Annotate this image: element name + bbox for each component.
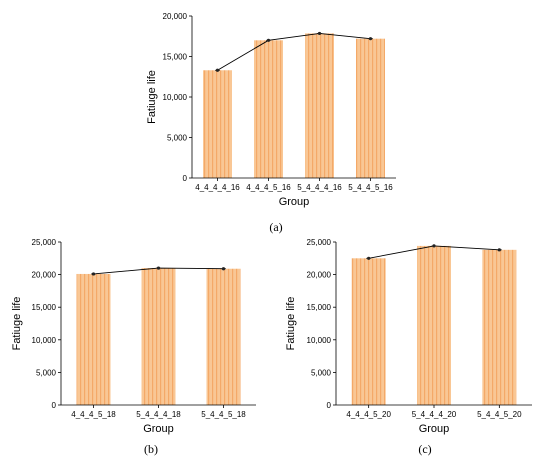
y-tick-label: 0 bbox=[183, 174, 188, 183]
bar bbox=[417, 245, 451, 405]
x-axis-title: Group bbox=[419, 423, 450, 435]
x-tick-label: 4_4_4_4_16 bbox=[195, 183, 240, 192]
y-tick-label: 10,000 bbox=[163, 93, 188, 102]
x-axis-title: Group bbox=[279, 196, 310, 208]
x-axis-title: Group bbox=[143, 423, 174, 435]
y-tick-label: 25,000 bbox=[307, 238, 332, 247]
bar bbox=[203, 70, 232, 178]
y-axis-title: Fatiuge life bbox=[11, 297, 23, 351]
y-axis-title: Fatiuge life bbox=[285, 297, 297, 351]
series-line bbox=[217, 32, 371, 71]
y-tick-label: 15,000 bbox=[32, 303, 57, 312]
y-tick-label: 10,000 bbox=[32, 336, 57, 345]
bar bbox=[141, 268, 176, 405]
y-tick-label: 10,000 bbox=[307, 336, 332, 345]
bar bbox=[351, 258, 386, 405]
y-tick-label: 20,000 bbox=[163, 12, 188, 21]
panel-label: (c) bbox=[418, 442, 431, 456]
x-tick-label: 5_4_4_4_18 bbox=[136, 410, 181, 419]
y-tick-label: 15,000 bbox=[163, 53, 188, 62]
y-tick-label: 5,000 bbox=[167, 134, 188, 143]
bar bbox=[206, 268, 241, 405]
chart-a: 0 5,000 10,000 15,000 20,000 4_4_4_4_16 4_4_4_… bbox=[146, 12, 396, 234]
y-tick-label: 20,000 bbox=[307, 271, 332, 280]
y-tick-label: 5,000 bbox=[36, 368, 57, 377]
x-tick-label: 4_4_4_5_20 bbox=[346, 410, 391, 419]
y-tick-label: 0 bbox=[52, 401, 57, 410]
x-tick-label: 5_4_4_5_18 bbox=[201, 410, 246, 419]
y-tick-label: 15,000 bbox=[307, 303, 332, 312]
bar bbox=[254, 40, 283, 178]
x-tick-label: 5_4_4_5_16 bbox=[348, 183, 393, 192]
y-tick-label: 5,000 bbox=[311, 368, 332, 377]
y-tick-label: 20,000 bbox=[32, 271, 57, 280]
y-axis-title: Fatiuge life bbox=[146, 70, 158, 124]
x-tick-label: 5_4_4_5_20 bbox=[477, 410, 522, 419]
bar bbox=[76, 273, 111, 405]
y-tick-label: 25,000 bbox=[32, 238, 57, 247]
x-tick-label: 4_4_4_5_18 bbox=[71, 410, 116, 419]
bar bbox=[356, 38, 385, 179]
chart-b: 0 5,000 10,000 15,000 20,000 25,000 4_4_4_5_18… bbox=[11, 238, 256, 456]
y-tick-label: 0 bbox=[327, 401, 332, 410]
x-tick-label: 5_4_4_4_16 bbox=[297, 183, 342, 192]
chart-c: 0 5,000 10,000 15,000 20,000 25,000 4_4_4_5_20… bbox=[285, 238, 532, 456]
bar bbox=[305, 33, 334, 178]
x-tick-label: 4_4_4_5_16 bbox=[246, 183, 291, 192]
panel-label: (a) bbox=[269, 220, 282, 234]
x-tick-label: 5_4_4_4_20 bbox=[412, 410, 457, 419]
panel-label: (b) bbox=[144, 442, 158, 456]
bar bbox=[482, 249, 517, 405]
